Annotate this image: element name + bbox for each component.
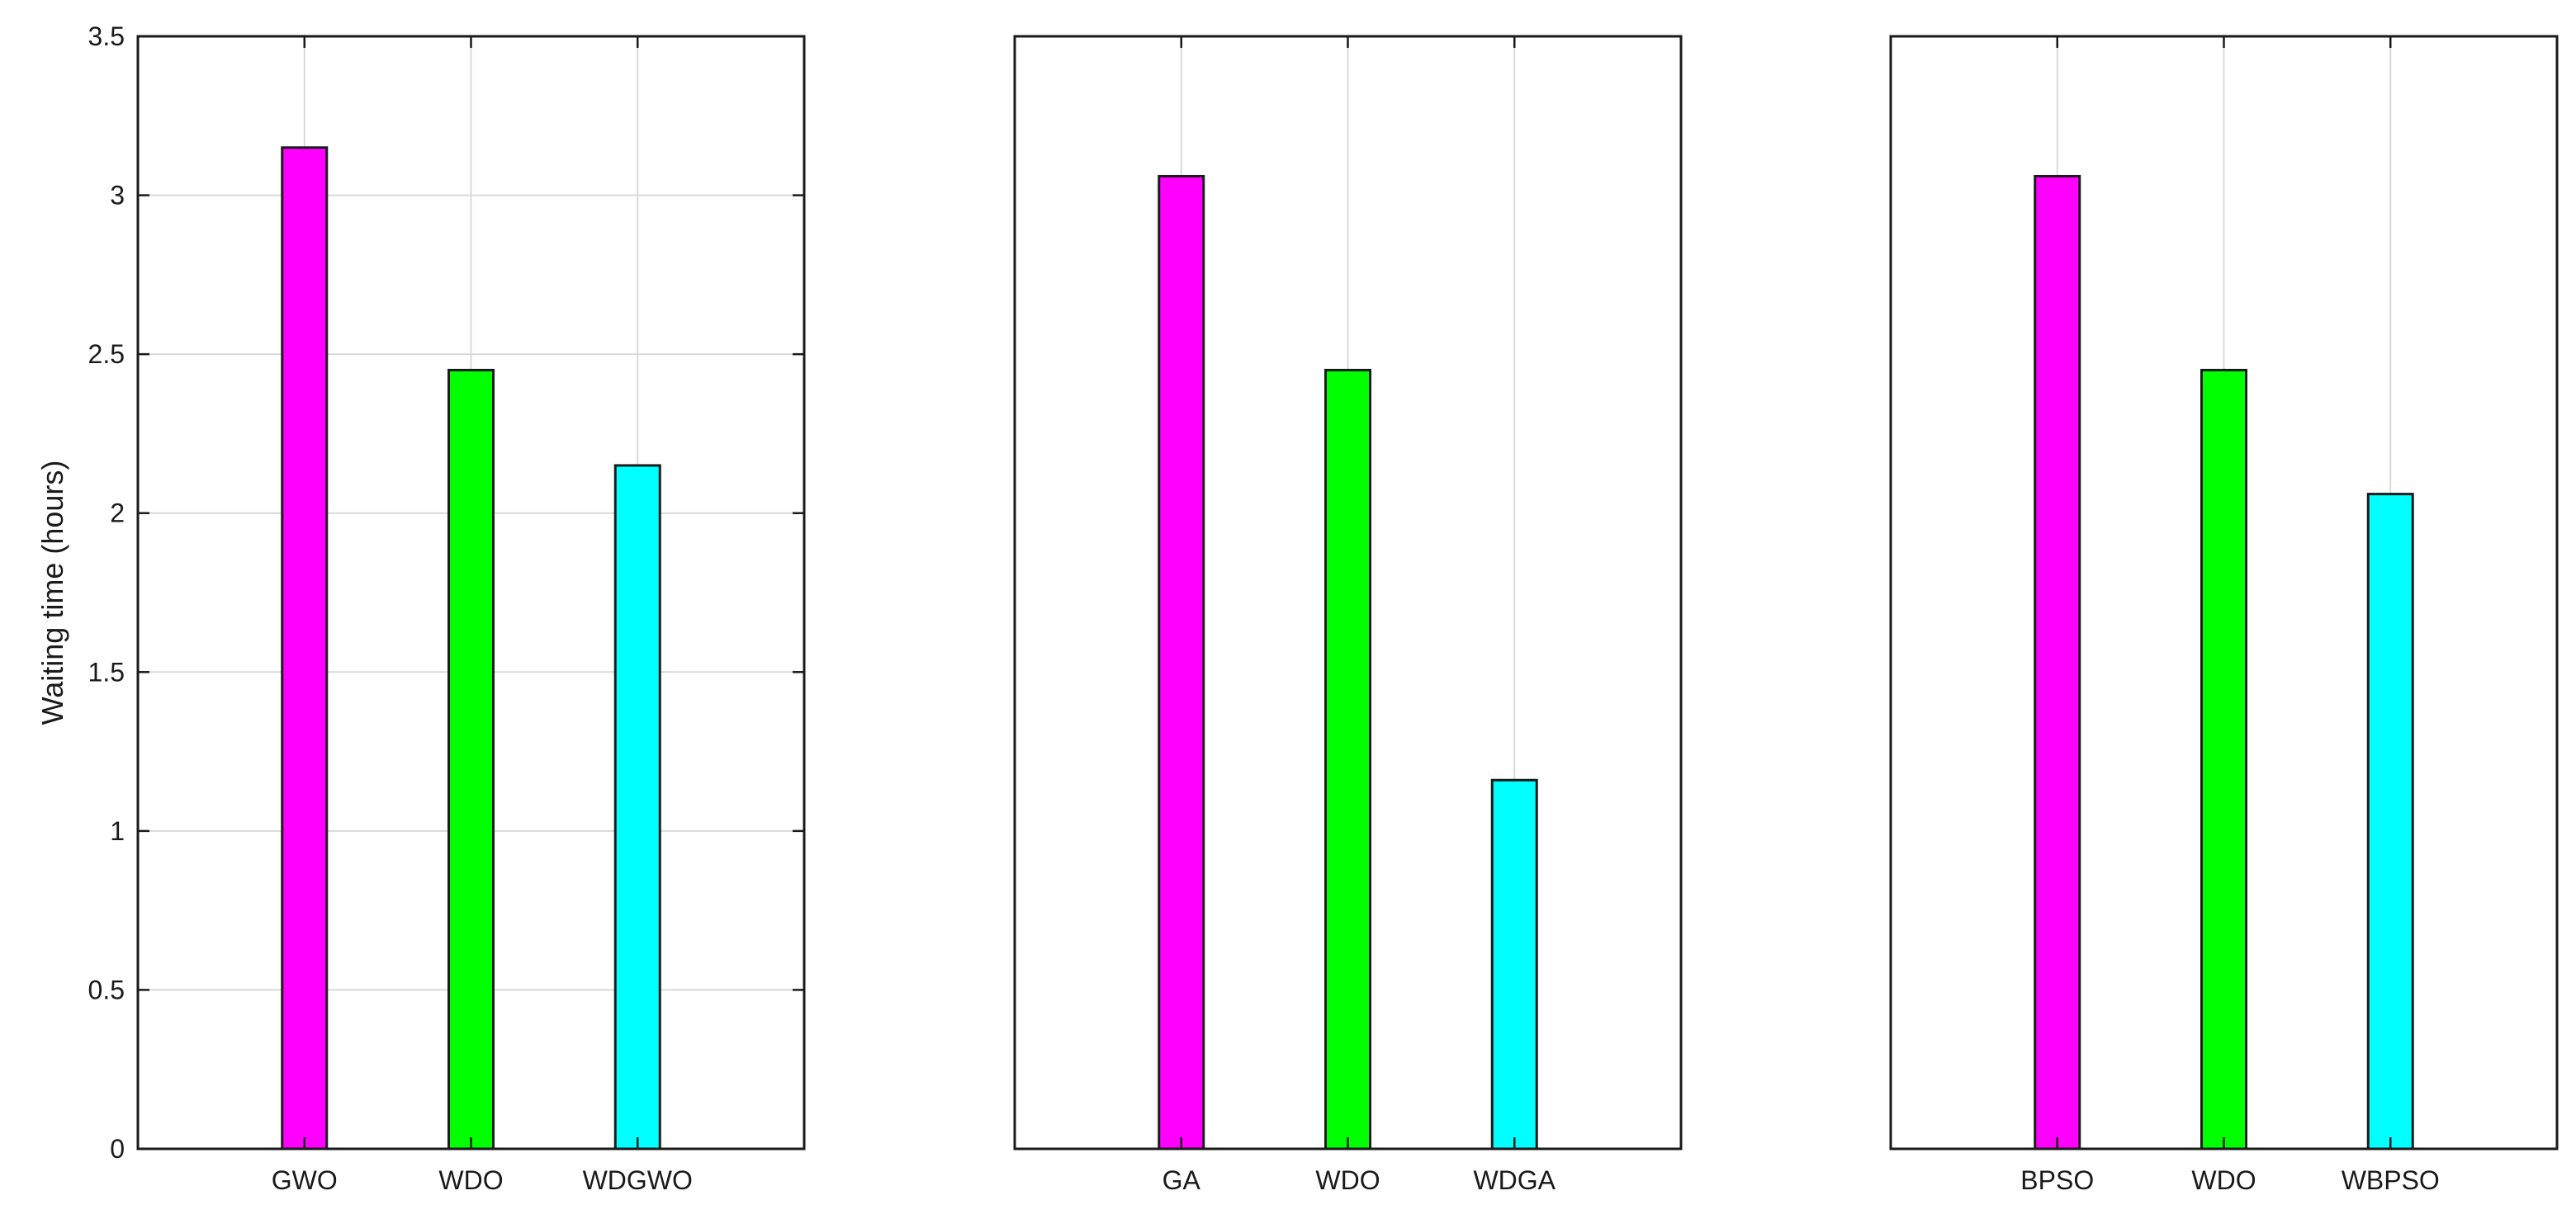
y-tick-label: 3.5 bbox=[88, 21, 125, 51]
bar-wbpso bbox=[2366, 493, 2414, 1150]
y-axis-title: Waiting time (hours) bbox=[36, 461, 69, 725]
bar-bpso bbox=[2034, 174, 2081, 1150]
bar-wdga bbox=[1490, 778, 1538, 1150]
x-tick-label: WDO bbox=[1315, 1165, 1380, 1195]
chart-panel-3: BPSO WDO WBPSO bbox=[1889, 35, 2559, 1195]
bar-gwo bbox=[281, 146, 329, 1150]
bar-wdo bbox=[2200, 368, 2247, 1150]
y-tick-label: 1 bbox=[110, 816, 125, 846]
x-tick-label: WDO bbox=[438, 1165, 503, 1195]
x-tick-label: WDGA bbox=[1473, 1165, 1556, 1195]
chart-panel-1: GWO WDO WDGWO 0 0.5 1 1.5 2 2.5 3 3.5 Waiting time … bbox=[36, 21, 806, 1195]
x-tick-label: WDO bbox=[2191, 1165, 2256, 1195]
x-tick-label: WBPSO bbox=[2342, 1165, 2440, 1195]
bar-ga bbox=[1158, 174, 1205, 1150]
y-tick-label: 0.5 bbox=[88, 975, 125, 1004]
x-tick-label: BPSO bbox=[2020, 1165, 2094, 1195]
y-tick-label: 2 bbox=[110, 498, 125, 528]
x-tick-label: GWO bbox=[272, 1165, 338, 1195]
y-tick-label: 1.5 bbox=[88, 657, 125, 687]
bar-wdo bbox=[1324, 368, 1371, 1150]
bar-wdgwo bbox=[613, 464, 661, 1150]
bar-wdo bbox=[447, 368, 495, 1150]
x-tick-label: WDGWO bbox=[583, 1165, 693, 1195]
y-tick-label: 2.5 bbox=[88, 339, 125, 369]
y-tick-label: 3 bbox=[110, 181, 125, 210]
chart-panel-2: GA WDO WDGA bbox=[1013, 35, 1683, 1195]
y-tick-label: 0 bbox=[110, 1134, 125, 1164]
x-tick-label: GA bbox=[1163, 1165, 1201, 1195]
